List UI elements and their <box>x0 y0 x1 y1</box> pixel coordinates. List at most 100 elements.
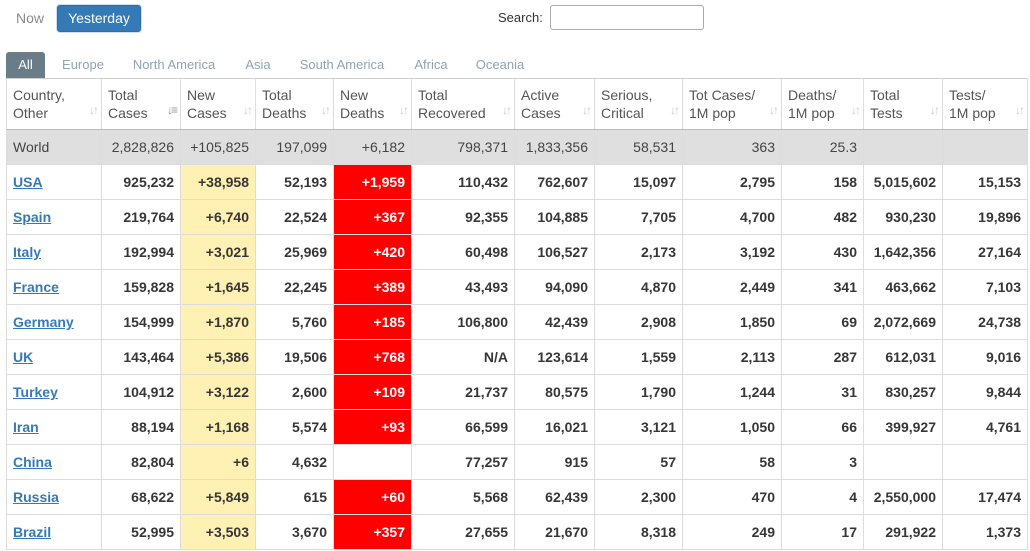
cell-serious-critical: 4,870 <box>594 269 683 305</box>
header-line2: 1M pop <box>949 105 996 121</box>
table-row: UK 143,464 +5,386 19,506 +768 N/A 123,614 1,559… <box>6 339 1028 375</box>
country-link[interactable]: USA <box>13 174 43 190</box>
cell-country: Germany <box>6 304 102 340</box>
cell-tests-per-1m: 4,761 <box>942 409 1028 445</box>
column-header-total-tests[interactable]: Total Tests ↓↑ <box>863 78 943 130</box>
cell-total-tests: 930,230 <box>863 199 943 235</box>
tab-europe[interactable]: Europe <box>62 57 104 72</box>
cell-deaths-per-1m: 4 <box>781 479 864 515</box>
sort-icon[interactable]: ↓↑ <box>769 103 779 117</box>
cell-serious-critical: 58,531 <box>594 129 683 165</box>
cell-active-cases: 16,021 <box>514 409 595 445</box>
tab-south-america[interactable]: South America <box>299 57 385 72</box>
cell-country: Italy <box>6 234 102 270</box>
column-header-new-cases[interactable]: New Cases ↓↑ <box>180 78 256 130</box>
tab-north-america[interactable]: North America <box>132 57 216 72</box>
header-line2: Deaths <box>340 105 385 121</box>
sort-icon[interactable]: ↓↑ <box>243 103 253 117</box>
sort-icon[interactable]: ↓↑ <box>399 103 409 117</box>
cell-tests-per-1m: 15,153 <box>942 164 1028 200</box>
cell-total-cases: 925,232 <box>101 164 181 200</box>
country-link[interactable]: Germany <box>13 314 74 330</box>
country-link[interactable]: Brazil <box>13 524 52 540</box>
header-line2: Other <box>13 105 49 121</box>
header-line1: Total <box>262 87 292 103</box>
cell-active-cases: 123,614 <box>514 339 595 375</box>
cell-tests-per-1m: 7,103 <box>942 269 1028 305</box>
sort-icon[interactable]: ↓↑ <box>89 103 99 117</box>
cell-deaths-per-1m: 482 <box>781 199 864 235</box>
column-header-country[interactable]: Country, Other ↓↑ <box>6 78 102 130</box>
cell-cases-per-1m: 1,244 <box>682 374 782 410</box>
sort-icon[interactable]: ↓↑ <box>670 103 680 117</box>
column-header-tests-per-1m[interactable]: Tests/1M pop ↓↑ <box>942 78 1028 130</box>
cell-total-deaths: 52,193 <box>255 164 334 200</box>
column-header-cases-per-1m[interactable]: Tot Cases/1M pop ↓↑ <box>682 78 782 130</box>
column-header-active-cases[interactable]: Active Cases ↓↑ <box>514 78 595 130</box>
header-line1: New <box>187 87 216 103</box>
cell-active-cases: 762,607 <box>514 164 595 200</box>
cell-cases-per-1m: 4,700 <box>682 199 782 235</box>
header-line1: New <box>340 87 369 103</box>
cell-tests-per-1m: 17,474 <box>942 479 1028 515</box>
column-header-serious-critical[interactable]: Serious, Critical ↓↑ <box>594 78 683 130</box>
country-link[interactable]: Turkey <box>13 384 58 400</box>
cell-total-deaths: 4,632 <box>255 444 334 480</box>
sort-icon[interactable]: ↓↑ <box>582 103 592 117</box>
tab-oceania[interactable]: Oceania <box>475 57 525 72</box>
sort-icon[interactable]: ↓↑ <box>851 103 861 117</box>
cell-total-deaths: 2,600 <box>255 374 334 410</box>
cell-total-recovered: 27,655 <box>411 514 515 550</box>
country-link[interactable]: France <box>13 279 59 295</box>
cell-country: Spain <box>6 199 102 235</box>
cell-total-recovered: 110,432 <box>411 164 515 200</box>
cell-active-cases: 915 <box>514 444 595 480</box>
cell-total-deaths: 3,670 <box>255 514 334 550</box>
table-row: Iran 88,194 +1,168 5,574 +93 66,599 16,021 3,12… <box>6 409 1028 445</box>
yesterday-button[interactable]: Yesterday <box>57 5 141 32</box>
column-header-total-deaths[interactable]: Total Deaths ↓↑ <box>255 78 334 130</box>
cell-new-deaths <box>333 444 412 480</box>
sort-icon[interactable]: ↓↑ <box>321 103 331 117</box>
country-link[interactable]: Spain <box>13 209 52 225</box>
cell-serious-critical: 2,173 <box>594 234 683 270</box>
sort-icon[interactable]: ↓↑ <box>1015 103 1025 117</box>
search-input[interactable] <box>550 5 704 30</box>
country-link[interactable]: China <box>13 454 52 470</box>
country-link[interactable]: UK <box>13 349 34 365</box>
search-label: Search: <box>498 10 543 25</box>
cell-total-recovered: 92,355 <box>411 199 515 235</box>
cell-total-tests: 2,072,669 <box>863 304 943 340</box>
cell-new-deaths: +768 <box>333 339 412 375</box>
cell-total-deaths: 5,760 <box>255 304 334 340</box>
cell-cases-per-1m: 3,192 <box>682 234 782 270</box>
cell-total-tests: 830,257 <box>863 374 943 410</box>
cell-serious-critical: 15,097 <box>594 164 683 200</box>
country-link[interactable]: Iran <box>13 419 39 435</box>
cell-total-tests: 399,927 <box>863 409 943 445</box>
table-row: China 82,804 +6 4,632 77,257 915 57 58 3 <box>6 444 1028 480</box>
toolbar: Now Yesterday Search: <box>0 0 1030 40</box>
sort-icon[interactable]: ↓↑ <box>930 103 940 117</box>
country-link[interactable]: Italy <box>13 244 42 260</box>
tab-all[interactable]: All <box>6 52 45 78</box>
header-line1: Total <box>870 87 900 103</box>
tab-africa[interactable]: Africa <box>414 57 448 72</box>
header-line2: Tests <box>870 105 903 121</box>
tab-asia[interactable]: Asia <box>245 57 271 72</box>
now-button[interactable]: Now <box>15 10 44 26</box>
cell-cases-per-1m: 1,850 <box>682 304 782 340</box>
cell-new-deaths: +109 <box>333 374 412 410</box>
cell-active-cases: 42,439 <box>514 304 595 340</box>
country-link[interactable]: Russia <box>13 489 59 505</box>
cell-new-cases: +1,168 <box>180 409 256 445</box>
column-header-new-deaths[interactable]: New Deaths ↓↑ <box>333 78 412 130</box>
sort-icon[interactable]: ↓↑ <box>502 103 512 117</box>
cell-deaths-per-1m: 69 <box>781 304 864 340</box>
cell-total-tests: 291,922 <box>863 514 943 550</box>
column-header-total-recovered[interactable]: Total Recovered ↓↑ <box>411 78 515 130</box>
column-header-deaths-per-1m[interactable]: Deaths/1M pop ↓↑ <box>781 78 864 130</box>
column-header-total-cases[interactable]: Total Cases ↓≡ <box>101 78 181 130</box>
sort-desc-icon[interactable]: ↓≡ <box>166 103 178 117</box>
cell-tests-per-1m: 1,373 <box>942 514 1028 550</box>
